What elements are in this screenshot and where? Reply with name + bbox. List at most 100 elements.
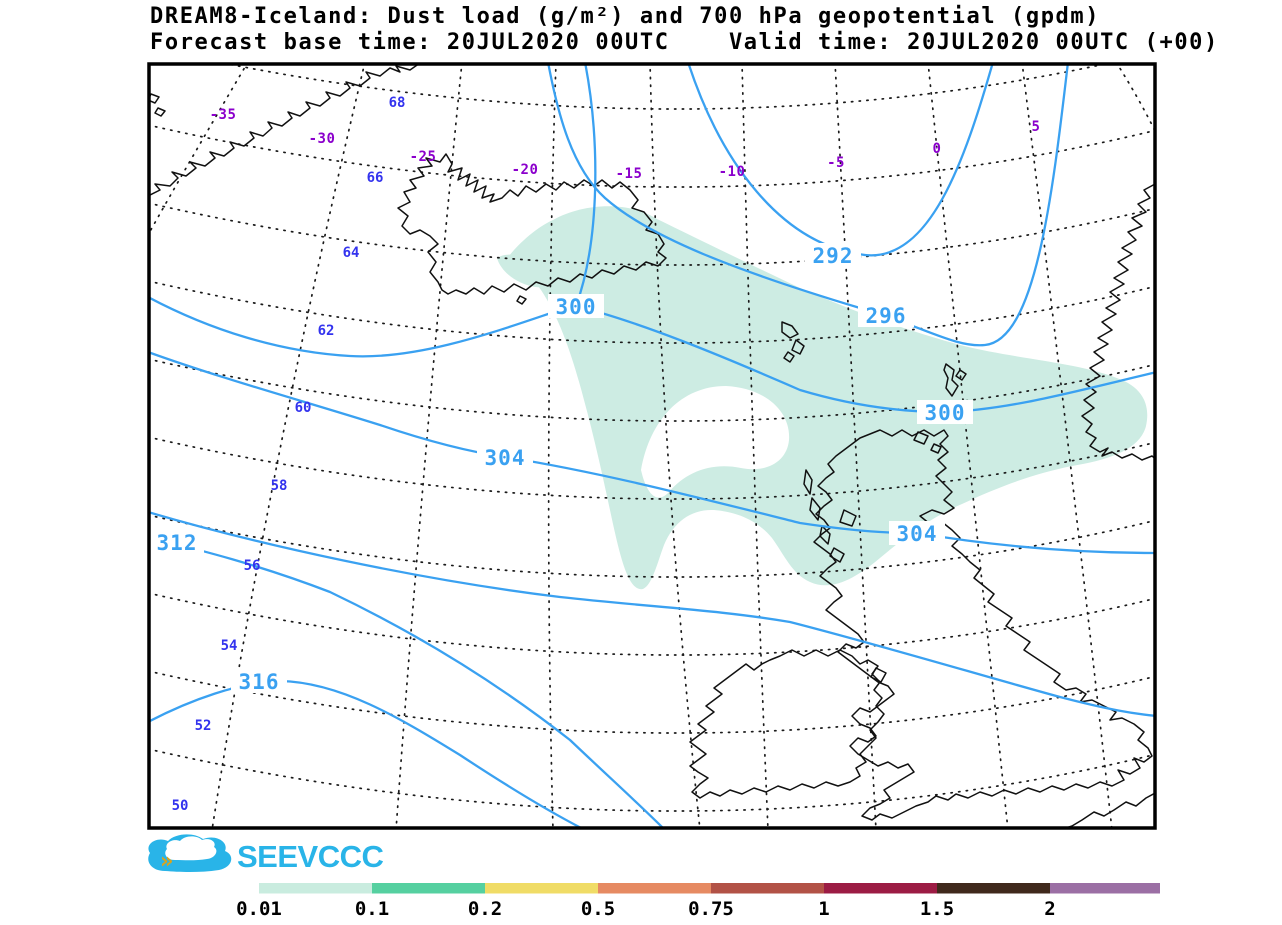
contour-312 (149, 536, 665, 828)
coastline-faroe-islands (781, 321, 805, 363)
colorbar-tick: 0.2 (468, 898, 502, 920)
meridian-5w (834, 64, 877, 828)
lon-label: 5 (1032, 119, 1041, 135)
label-halo (477, 445, 533, 469)
meridian-0 (927, 64, 1009, 828)
lon-label: -10 (719, 164, 746, 180)
label-halo (858, 303, 914, 327)
colorbar-tick: 0.75 (688, 898, 734, 920)
parallel-66n (149, 124, 1155, 188)
coastline-shetland (943, 363, 967, 397)
label-halo (805, 243, 861, 267)
lat-label: 56 (244, 558, 261, 574)
map-subtitle-times: Forecast base time: 20JUL2020 00UTC Vali… (150, 30, 1219, 55)
lat-label: 60 (295, 400, 312, 416)
logo-text: SEEVCCC (237, 839, 383, 874)
contour-value: 316 (239, 670, 280, 694)
colorbar-segment (372, 883, 485, 894)
lon-label: -25 (410, 149, 437, 165)
contour-label-group: 312 (150, 530, 204, 555)
title-block: DREAM8-Iceland: Dust load (g/m²) and 700… (150, 4, 1219, 56)
colorbar-tick: 0.5 (581, 898, 615, 920)
meridian-30w (211, 64, 366, 828)
contour-label-group: 300 (548, 294, 604, 319)
colorbar-segment (711, 883, 824, 894)
contour-316 (149, 679, 584, 828)
meridian-25w (395, 64, 463, 828)
lon-label: -5 (827, 155, 845, 171)
graticule (149, 64, 1155, 828)
map-title: DREAM8-Iceland: Dust load (g/m²) and 700… (150, 4, 1101, 29)
lon-label: -35 (210, 107, 237, 123)
lat-label: 52 (195, 718, 212, 734)
contour-label-group: 316 (231, 669, 287, 694)
label-halo (150, 530, 204, 554)
parallel-64n (149, 202, 1155, 266)
coastlines (149, 64, 1155, 828)
contour-value: 300 (925, 401, 966, 425)
seevccc-logo: » SEEVCCC (148, 834, 384, 874)
coastline-norway (1081, 183, 1155, 461)
dust-plume-west-lobe (497, 254, 550, 288)
label-halo (889, 521, 945, 545)
contour-300-north-branch (574, 64, 597, 308)
cloud-icon-inner (165, 836, 217, 861)
greenland-islets (149, 93, 166, 117)
contour-value: 304 (897, 522, 938, 546)
colorbar-segment (937, 883, 1050, 894)
coastline-orkney (913, 431, 942, 454)
lon-label: -15 (616, 166, 643, 182)
dust-load-colorbar: 0.01 0.1 0.2 0.5 0.75 1 1.5 2 (236, 883, 1160, 920)
parallel-58n (149, 436, 1155, 500)
meridian-15w (649, 64, 701, 828)
colorbar-tick: 1.5 (920, 898, 954, 920)
lat-label: 66 (367, 170, 384, 186)
lon-label: 0 (933, 141, 942, 157)
meridian-20w (547, 64, 557, 828)
parallel-60n (149, 358, 1155, 422)
parallel-62n (149, 280, 1155, 344)
lon-label: -20 (512, 162, 539, 178)
meridian-10e (1116, 64, 1155, 133)
label-halo (548, 294, 604, 318)
coastline-france (1063, 792, 1155, 828)
meridian-35w (149, 64, 248, 235)
dust-plume-notch (641, 386, 790, 498)
contour-label-group: 296 (858, 303, 914, 328)
colorbar-tick: 1 (818, 898, 829, 920)
contour-value: 300 (556, 295, 597, 319)
contour-value: 292 (813, 244, 854, 268)
meridian-10w (741, 64, 769, 828)
meridian-5e (1021, 64, 1113, 828)
colorbar-segment (1050, 883, 1160, 894)
contour-304 (149, 351, 1155, 555)
map-frame (147, 62, 1157, 830)
colorbar-segment (485, 883, 598, 894)
coastline-hebrides (803, 469, 857, 563)
lat-label: 54 (221, 638, 238, 654)
contour-value-labels: 292 296 300 300 304 304 (150, 243, 973, 694)
contour-label-group: 300 (917, 400, 973, 425)
contour-value: 312 (157, 531, 198, 555)
colorbar-segment (824, 883, 937, 894)
iceland-offshore-islet (516, 295, 527, 305)
coastline-greenland (149, 64, 420, 197)
label-halo (917, 400, 973, 424)
colorbar-tick: 2 (1044, 898, 1055, 920)
arrow-right-icon: » (160, 849, 173, 874)
lon-label: -30 (309, 131, 336, 147)
contour-label-group: 292 (805, 243, 861, 268)
contour-value: 304 (485, 446, 526, 470)
coastline-ireland (689, 649, 885, 799)
contour-label-group: 304 (889, 521, 945, 546)
colorbar-tick: 0.01 (236, 898, 282, 920)
colorbar-tick: 0.1 (355, 898, 389, 920)
parallel-54n (149, 592, 1155, 656)
lat-label: 64 (343, 245, 360, 261)
parallel-52n (149, 670, 1155, 734)
lat-label: 50 (172, 798, 189, 814)
contour-308 (149, 511, 1155, 717)
label-halo (231, 669, 287, 693)
